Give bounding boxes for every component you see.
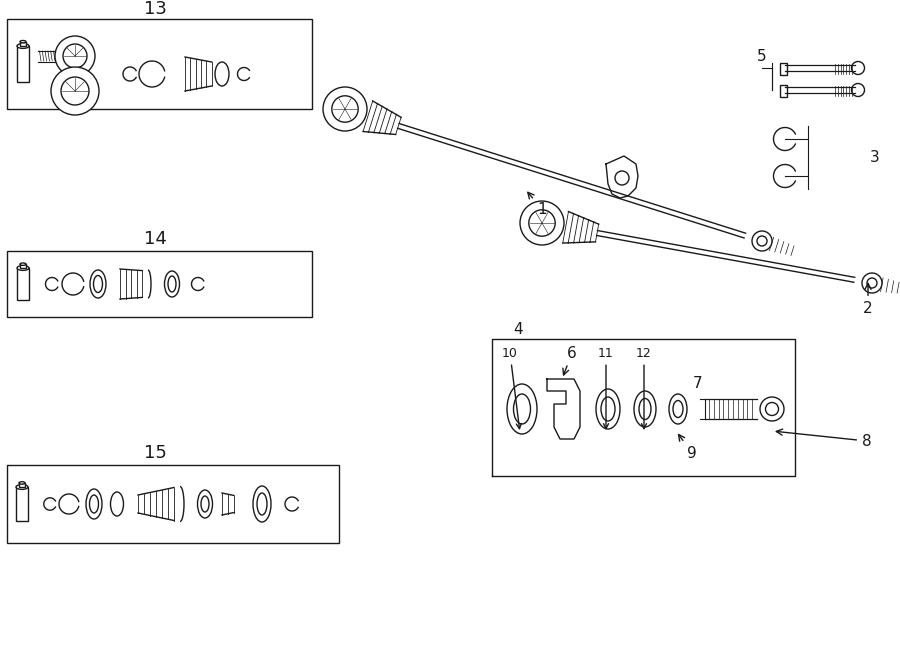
Text: 5: 5 <box>757 48 767 63</box>
Bar <box>780 63 787 75</box>
Circle shape <box>867 278 877 288</box>
Bar <box>780 85 787 97</box>
Bar <box>7 465 339 543</box>
Circle shape <box>757 236 767 246</box>
Bar <box>20 264 26 268</box>
Text: 8: 8 <box>777 429 871 449</box>
Bar <box>19 483 25 487</box>
Text: 10: 10 <box>502 346 521 429</box>
Bar <box>7 19 312 109</box>
Text: 1: 1 <box>527 192 547 217</box>
Text: 3: 3 <box>870 149 880 165</box>
Circle shape <box>851 61 865 75</box>
Circle shape <box>63 44 87 68</box>
Ellipse shape <box>20 263 26 265</box>
Circle shape <box>55 36 95 76</box>
Ellipse shape <box>17 266 29 270</box>
Ellipse shape <box>17 44 29 48</box>
Text: 15: 15 <box>144 444 166 462</box>
Bar <box>20 42 26 46</box>
Circle shape <box>61 77 89 105</box>
Circle shape <box>752 231 772 251</box>
Circle shape <box>862 273 882 293</box>
Circle shape <box>51 67 99 115</box>
Circle shape <box>332 96 358 122</box>
Bar <box>17 46 29 82</box>
Text: 12: 12 <box>636 346 652 429</box>
Text: 7: 7 <box>693 375 703 391</box>
Text: 9: 9 <box>679 434 697 461</box>
Text: 6: 6 <box>562 346 577 375</box>
Circle shape <box>323 87 367 131</box>
Ellipse shape <box>20 40 26 43</box>
Circle shape <box>529 210 555 236</box>
Bar <box>16 487 28 521</box>
Text: 4: 4 <box>513 321 523 336</box>
Text: 14: 14 <box>144 230 166 248</box>
Bar <box>7 251 312 317</box>
Ellipse shape <box>19 482 25 484</box>
Ellipse shape <box>16 485 28 489</box>
Text: 2: 2 <box>863 284 873 316</box>
Text: 13: 13 <box>144 0 166 18</box>
Circle shape <box>851 83 865 97</box>
Text: 11: 11 <box>598 346 614 429</box>
Bar <box>17 268 29 300</box>
Circle shape <box>520 201 564 245</box>
